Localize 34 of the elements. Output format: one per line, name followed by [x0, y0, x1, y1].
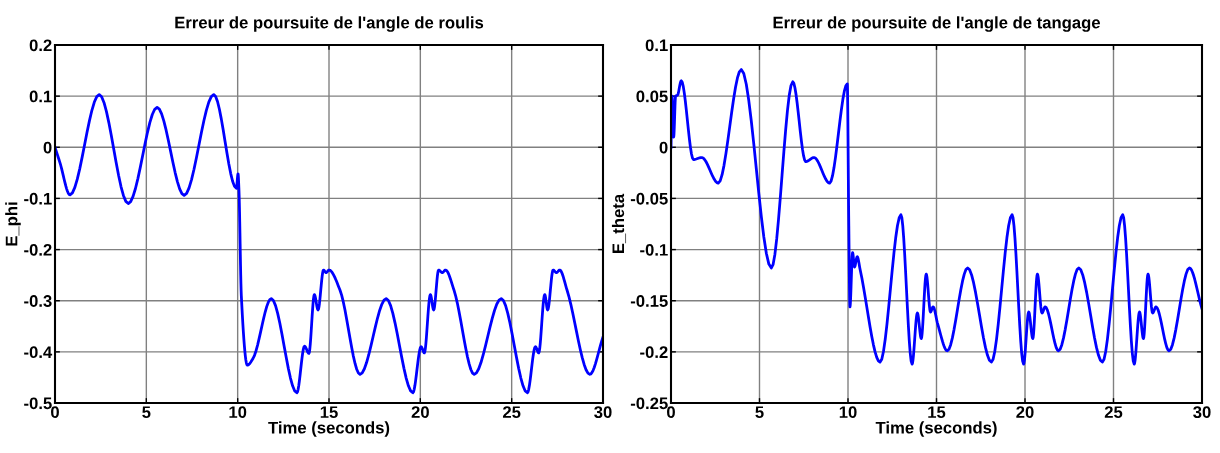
x-tick-label: 20	[1016, 406, 1034, 419]
y-tick-label: -0.25	[630, 397, 668, 410]
y-tick-label: -0.4	[24, 346, 53, 359]
x-tick-label: 20	[411, 406, 429, 419]
x-tick-label: 5	[142, 406, 151, 419]
y-axis-title: E_theta	[611, 193, 627, 253]
y-tick-label: 0.05	[636, 90, 668, 103]
y-tick-label: -0.1	[24, 192, 52, 205]
x-tick-label: 5	[755, 406, 764, 419]
x-tick-label: 15	[928, 406, 946, 419]
x-tick-label: 10	[229, 406, 247, 419]
y-tick-label: 0.1	[645, 39, 668, 52]
y-tick-label: -0.5	[24, 397, 52, 410]
y-tick-label: -0.2	[640, 346, 668, 359]
x-axis-title: Time (seconds)	[268, 421, 390, 437]
x-tick-label: 30	[1193, 406, 1211, 419]
chart-title: Erreur de poursuite de l'angle de roulis	[175, 16, 484, 32]
x-tick-label: 15	[320, 406, 338, 419]
x-tick-label: 25	[1104, 406, 1123, 419]
x-tick-label: 25	[502, 406, 521, 419]
x-axis-title: Time (seconds)	[875, 421, 997, 437]
y-tick-label: 0	[659, 141, 668, 154]
y-tick-label: -0.2	[24, 243, 52, 256]
y-tick-label: 0.1	[29, 90, 52, 103]
x-tick-label: 30	[594, 406, 612, 419]
y-tick-label: 0.2	[29, 39, 52, 52]
y-tick-label: -0.15	[630, 295, 668, 307]
y-tick-label: -0.1	[640, 243, 668, 256]
x-tick-label: 10	[839, 406, 857, 419]
y-tick-label: -0.3	[24, 295, 52, 307]
chart-title: Erreur de poursuite de l'angle de tangage	[773, 16, 1100, 32]
y-tick-label: 0	[43, 141, 52, 154]
y-tick-label: -0.05	[630, 192, 668, 205]
y-axis-title: E_phi	[5, 202, 21, 246]
